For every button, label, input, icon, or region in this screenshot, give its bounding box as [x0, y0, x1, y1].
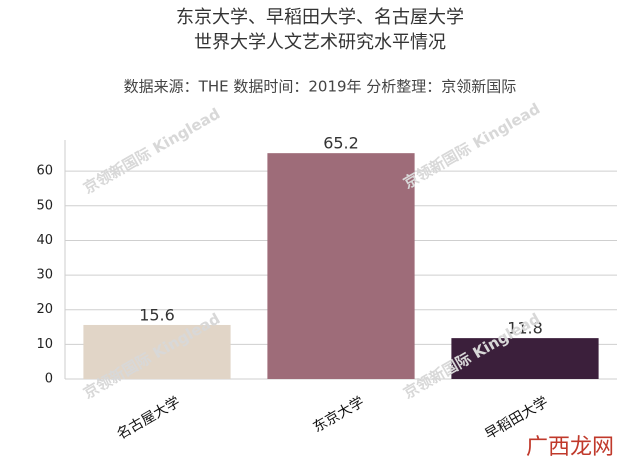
chart-title: 东京大学、早稻田大学、名古屋大学 — [176, 7, 464, 28]
bar — [267, 153, 415, 379]
x-tick-label: 东京大学 — [311, 394, 367, 436]
value-label: 65.2 — [323, 134, 359, 153]
watermark: 京领新国际 Kinglead — [80, 104, 223, 197]
chart-title: 世界大学人文艺术研究水平情况 — [194, 32, 446, 53]
y-tick-label: 50 — [36, 198, 53, 213]
y-tick-label: 30 — [36, 268, 53, 283]
value-label: 15.6 — [139, 305, 175, 324]
y-tick-label: 40 — [36, 233, 53, 248]
value-label: 11.8 — [507, 319, 543, 338]
y-tick-label: 20 — [36, 302, 53, 317]
y-tick-label: 0 — [45, 372, 53, 387]
chart-subtitle: 数据来源：THE 数据时间：2019年 分析整理：京领新国际 — [124, 78, 517, 96]
logo: 广西龙网 — [526, 435, 614, 460]
x-tick-label: 名古屋大学 — [114, 394, 183, 443]
watermark: 京领新国际 Kinglead — [400, 99, 543, 192]
bar — [451, 338, 599, 379]
bar — [83, 324, 231, 379]
y-tick-label: 60 — [36, 164, 53, 179]
y-tick-label: 10 — [36, 337, 53, 352]
